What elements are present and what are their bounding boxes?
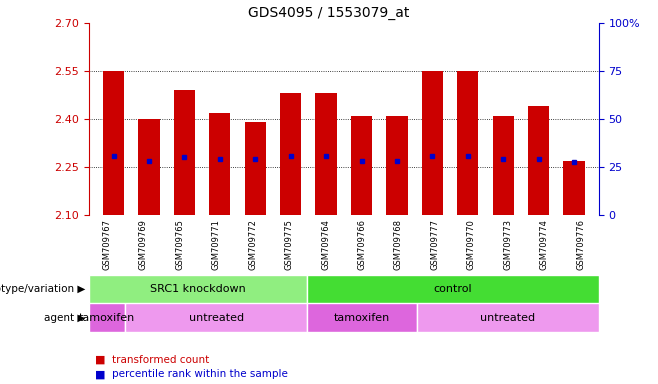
Text: ■: ■ — [95, 355, 106, 365]
Bar — [103, 71, 124, 215]
Bar — [493, 116, 514, 215]
Text: GSM709777: GSM709777 — [430, 219, 440, 270]
Text: tamoxifen: tamoxifen — [79, 313, 135, 323]
Bar — [138, 119, 160, 215]
Bar — [245, 122, 266, 215]
Bar — [528, 106, 549, 215]
Text: GSM709769: GSM709769 — [139, 219, 148, 270]
Text: GSM709773: GSM709773 — [503, 219, 512, 270]
Bar — [307, 303, 417, 332]
Text: untreated: untreated — [480, 313, 535, 323]
Text: ■: ■ — [95, 369, 106, 379]
Text: GSM709765: GSM709765 — [176, 219, 184, 270]
Text: GSM709775: GSM709775 — [285, 219, 293, 270]
Bar — [417, 303, 599, 332]
Bar — [457, 71, 478, 215]
Text: SRC1 knockdown: SRC1 knockdown — [150, 284, 246, 294]
Bar — [351, 116, 372, 215]
Bar — [174, 90, 195, 215]
Text: genotype/variation ▶: genotype/variation ▶ — [0, 284, 86, 294]
Text: tamoxifen: tamoxifen — [334, 313, 390, 323]
Text: GSM709764: GSM709764 — [321, 219, 330, 270]
Bar — [209, 113, 230, 215]
Text: GSM709766: GSM709766 — [357, 219, 367, 270]
Text: GSM709776: GSM709776 — [576, 219, 585, 270]
Bar — [125, 303, 307, 332]
Text: GSM709770: GSM709770 — [467, 219, 476, 270]
Text: GSM709768: GSM709768 — [394, 219, 403, 270]
Text: untreated: untreated — [189, 313, 244, 323]
Bar — [315, 93, 337, 215]
Text: GDS4095 / 1553079_at: GDS4095 / 1553079_at — [248, 6, 410, 20]
Bar — [89, 303, 125, 332]
Bar — [280, 93, 301, 215]
Text: agent ▶: agent ▶ — [44, 313, 86, 323]
Bar — [89, 275, 307, 303]
Bar — [422, 71, 443, 215]
Text: GSM709767: GSM709767 — [103, 219, 112, 270]
Text: percentile rank within the sample: percentile rank within the sample — [112, 369, 288, 379]
Text: control: control — [434, 284, 472, 294]
Bar — [563, 161, 584, 215]
Text: GSM709771: GSM709771 — [212, 219, 221, 270]
Text: GSM709772: GSM709772 — [248, 219, 257, 270]
Bar — [307, 275, 599, 303]
Text: GSM709774: GSM709774 — [540, 219, 549, 270]
Text: transformed count: transformed count — [112, 355, 209, 365]
Bar — [386, 116, 407, 215]
